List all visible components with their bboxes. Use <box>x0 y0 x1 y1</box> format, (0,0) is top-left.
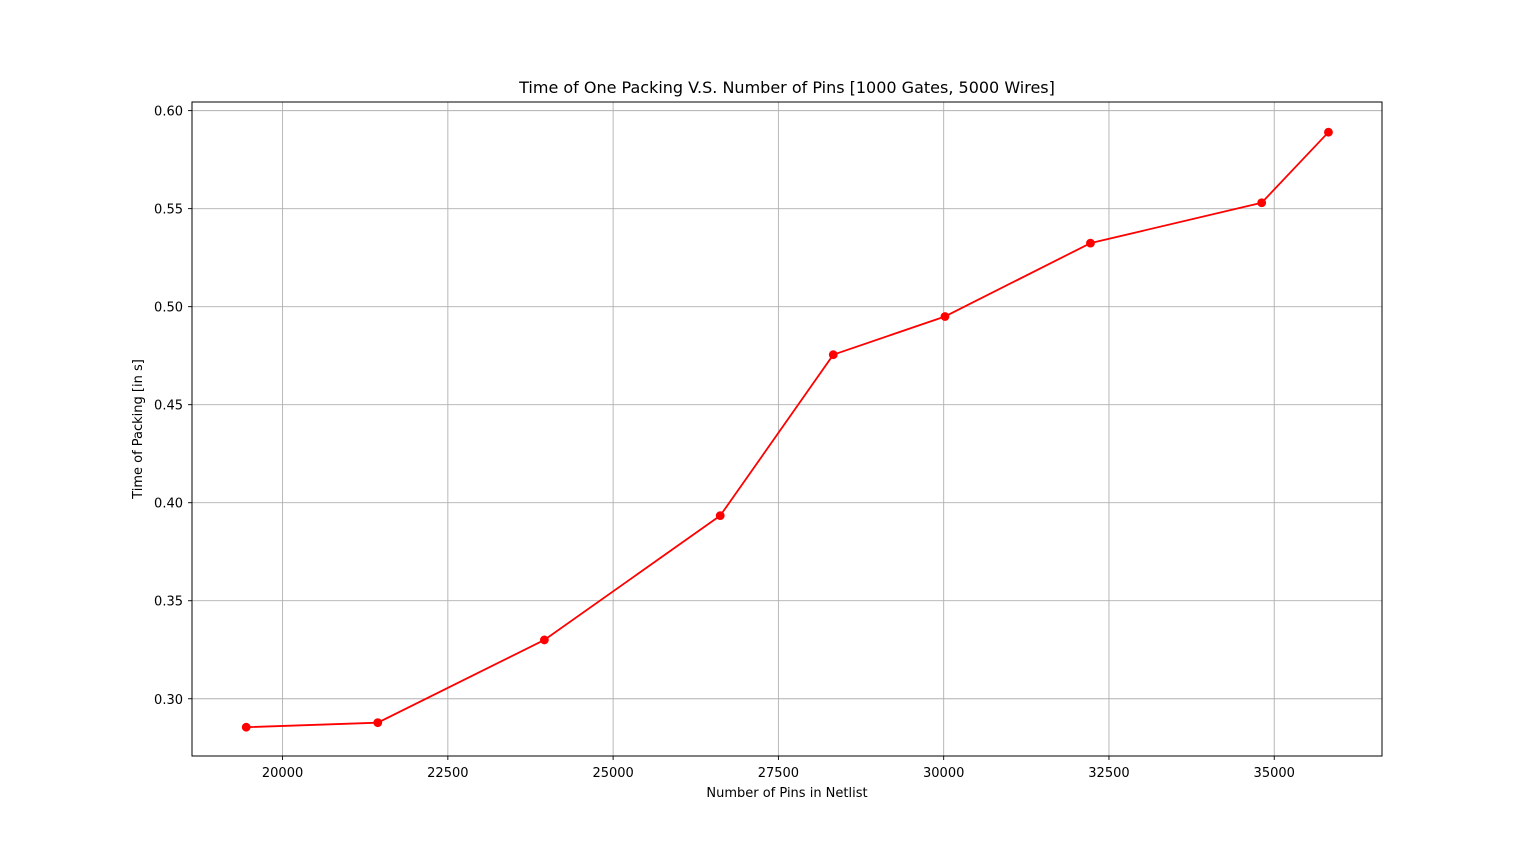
y-axis-label: Time of Packing [in s] <box>131 359 146 500</box>
data-point-marker <box>1257 198 1267 208</box>
data-point-marker <box>539 635 549 645</box>
y-tick-label: 0.50 <box>154 301 183 316</box>
x-tick-label: 32500 <box>1088 766 1129 781</box>
y-tick-label: 0.60 <box>154 105 183 120</box>
data-point-marker <box>828 350 838 360</box>
x-tick-label: 20000 <box>262 766 303 781</box>
y-tick-label: 0.45 <box>154 399 183 414</box>
x-tick-label: 27500 <box>758 766 799 781</box>
data-point-marker <box>940 312 950 321</box>
chart-title: Time of One Packing V.S. Number of Pins … <box>518 78 1055 97</box>
x-tick-label: 35000 <box>1254 766 1295 781</box>
y-tick-label: 0.55 <box>154 203 183 218</box>
x-tick-label: 22500 <box>427 766 468 781</box>
data-series <box>241 127 1333 732</box>
data-point-marker <box>1324 127 1333 137</box>
y-tick-label: 0.40 <box>154 497 183 512</box>
y-tick-label: 0.30 <box>154 693 183 708</box>
x-tick-label: 30000 <box>923 766 964 781</box>
grid-lines <box>192 102 1382 756</box>
x-axis-label: Number of Pins in Netlist <box>706 786 867 801</box>
x-tick-label: 25000 <box>592 766 633 781</box>
data-point-marker <box>1086 238 1095 248</box>
plot-area-frame <box>191 101 1383 757</box>
data-point-marker <box>715 511 725 521</box>
data-point-marker <box>241 722 251 732</box>
axis-ticks: 20000 22500 25000 27500 30000 32500 35000 0.30 0… <box>154 105 1295 781</box>
data-point-marker <box>373 718 383 728</box>
y-tick-label: 0.35 <box>154 595 183 610</box>
